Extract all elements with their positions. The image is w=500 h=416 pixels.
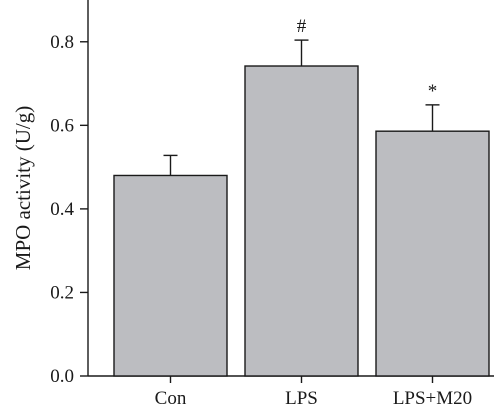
- bar-lps-m20: [375, 130, 490, 377]
- y-tick-label: 0.8: [50, 32, 74, 53]
- plot-area: 0.0 0.2 0.4 0.6 0.8 Con LPS # LPS+M20 *: [50, 0, 494, 409]
- significance-marker: #: [297, 16, 307, 37]
- y-axis-label: MPO activity (U/g): [11, 106, 35, 270]
- bar-lps: [244, 65, 359, 377]
- significance-marker: *: [428, 81, 438, 102]
- x-tick-label: LPS+M20: [393, 388, 472, 409]
- bar-con: [113, 174, 228, 377]
- x-tick-label: Con: [155, 388, 187, 409]
- y-tick-label: 0.4: [50, 199, 74, 220]
- y-tick-label: 0.2: [50, 282, 74, 303]
- y-tick-label: 0.0: [50, 366, 74, 387]
- y-tick-label: 0.6: [50, 115, 74, 136]
- x-tick-label: LPS: [285, 388, 318, 409]
